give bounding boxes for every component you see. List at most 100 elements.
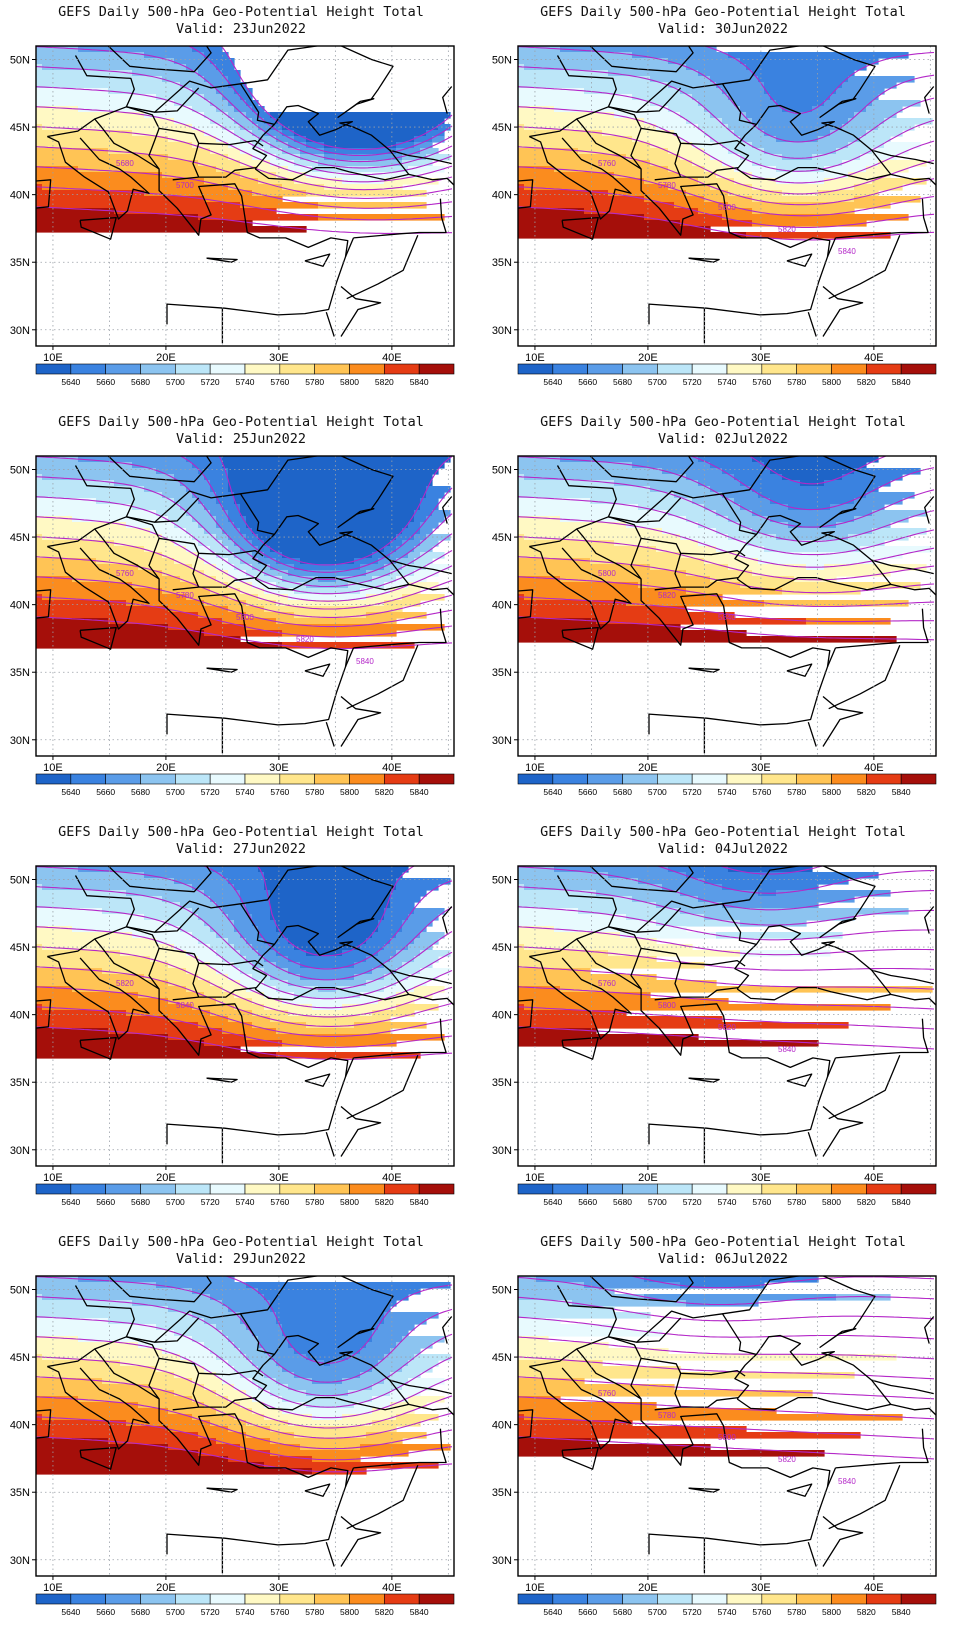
colorbar-swatch <box>140 773 176 785</box>
colorbar-swatch <box>209 1183 246 1195</box>
colorbar-swatch <box>384 1593 420 1605</box>
lon-tick-label: 20E <box>156 1172 176 1184</box>
colorbar-swatch <box>866 1183 902 1195</box>
colorbar-swatch <box>587 773 623 785</box>
colorbar-label: 5740 <box>718 1607 737 1617</box>
colorbar-label: 5700 <box>166 1607 185 1617</box>
colorbar-label: 5820 <box>857 787 876 797</box>
contour-label: 5840 <box>838 247 856 256</box>
lat-tick-label: 50N <box>10 1285 30 1297</box>
colorbar-label: 5760 <box>752 377 771 387</box>
height-field <box>518 46 933 239</box>
colorbar-swatch <box>866 1593 902 1605</box>
colorbar-swatch <box>70 1593 106 1605</box>
colorbar-label: 5680 <box>131 787 150 797</box>
lat-tick-label: 35N <box>492 667 512 679</box>
colorbar-swatch <box>244 1183 281 1195</box>
coastlines <box>518 46 936 344</box>
colorbar-label: 5800 <box>340 1197 359 1207</box>
colorbar-label: 5800 <box>340 1607 359 1617</box>
colorbar-swatch <box>796 1593 832 1605</box>
colorbar-label: 5680 <box>613 377 632 387</box>
contour-lines <box>36 866 453 1060</box>
colorbar-swatch <box>517 1183 554 1195</box>
colorbar-label: 5760 <box>270 1197 289 1207</box>
colorbar-swatch <box>657 363 693 375</box>
coastlines <box>36 46 454 344</box>
colorbar-swatch <box>657 773 693 785</box>
lat-tick-label: 50N <box>10 875 30 887</box>
map-frame <box>35 45 455 347</box>
colorbar-label: 5840 <box>892 1607 911 1617</box>
colorbar-swatch <box>691 1183 728 1195</box>
panel-valid-date: Valid: 25Jun2022 <box>175 431 307 447</box>
lat-tick-label: 45N <box>492 1352 512 1364</box>
contour-lines <box>36 456 453 650</box>
colorbar-swatch <box>587 1593 623 1605</box>
lon-tick-label: 40E <box>864 762 884 774</box>
colorbar-label: 5720 <box>683 377 702 387</box>
colorbar-label: 5700 <box>648 787 667 797</box>
colorbar-swatch <box>175 363 211 375</box>
colorbar-label: 5640 <box>61 1197 80 1207</box>
colorbar-swatch <box>314 773 350 785</box>
lon-tick-label: 20E <box>638 1582 658 1594</box>
contour-label: 5820 <box>116 979 134 988</box>
map-frame <box>517 865 937 1167</box>
lon-tick-label: 30E <box>751 1582 771 1594</box>
colorbar-swatch <box>35 773 72 785</box>
colorbar-swatch <box>761 1183 797 1195</box>
colorbar-label: 5840 <box>410 377 429 387</box>
colorbar-swatch <box>900 773 937 785</box>
colorbar-swatch <box>209 773 246 785</box>
contour-label: 5800 <box>236 613 254 622</box>
lat-tick-label: 50N <box>10 465 30 477</box>
panel-title: GEFS Daily 500-hPa Geo-Potential Height … <box>58 414 424 430</box>
lon-tick-label: 20E <box>156 1582 176 1594</box>
lon-tick-label: 10E <box>43 352 63 364</box>
lat-tick-label: 30N <box>10 1555 30 1567</box>
colorbar-swatch <box>418 1183 455 1195</box>
colorbar-label: 5700 <box>166 1197 185 1207</box>
colorbar-swatch <box>866 363 902 375</box>
map-panel: GEFS Daily 500-hPa Geo-Potential Height … <box>0 820 482 1230</box>
colorbar-swatch <box>244 363 281 375</box>
lon-tick-label: 20E <box>156 352 176 364</box>
colorbar-label: 5720 <box>201 1607 220 1617</box>
map-svg: 5760 5780 5800 5820 5840 30N 35N 40N 45N 50N 10E 20… <box>10 455 455 797</box>
axis-labels: 30N 35N 40N 45N 50N 10E 20E 30E 40E <box>10 55 402 364</box>
colorbar-swatch <box>517 1593 554 1605</box>
lat-tick-label: 35N <box>492 1077 512 1089</box>
panel-valid-date: Valid: 06Jul2022 <box>657 1251 789 1267</box>
colorbar-swatch <box>209 363 246 375</box>
lat-tick-label: 40N <box>492 1420 512 1432</box>
colorbar-label: 5820 <box>857 1607 876 1617</box>
colorbar-label: 5740 <box>718 1197 737 1207</box>
contour-labels: 5760 5780 5800 5820 5840 <box>598 1389 856 1486</box>
lat-tick-label: 45N <box>492 122 512 134</box>
colorbar-label: 5760 <box>752 787 771 797</box>
lat-tick-label: 50N <box>492 875 512 887</box>
lat-tick-label: 40N <box>10 600 30 612</box>
colorbar-swatch <box>900 363 937 375</box>
colorbar-swatch <box>244 1593 281 1605</box>
coastlines <box>518 456 936 754</box>
lon-tick-label: 30E <box>269 1582 289 1594</box>
contour-label: 5840 <box>838 1477 856 1486</box>
lon-tick-label: 10E <box>525 1582 545 1594</box>
colorbar-swatch <box>70 773 106 785</box>
colorbar-label: 5840 <box>410 1197 429 1207</box>
colorbar-label: 5700 <box>166 787 185 797</box>
lon-tick-label: 20E <box>638 1172 658 1184</box>
colorbar-label: 5660 <box>578 1607 597 1617</box>
colorbar-label: 5780 <box>787 377 806 387</box>
colorbar-label: 5820 <box>375 787 394 797</box>
colorbar-swatch <box>105 363 141 375</box>
lat-tick-label: 35N <box>10 667 30 679</box>
graticule <box>36 1276 454 1576</box>
colorbar-swatch <box>314 363 350 375</box>
colorbar: 5640 5660 5680 5700 5720 5740 5760 5780 5800 5820… <box>35 1183 455 1207</box>
lon-tick-label: 30E <box>269 352 289 364</box>
colorbar-label: 5760 <box>270 1607 289 1617</box>
